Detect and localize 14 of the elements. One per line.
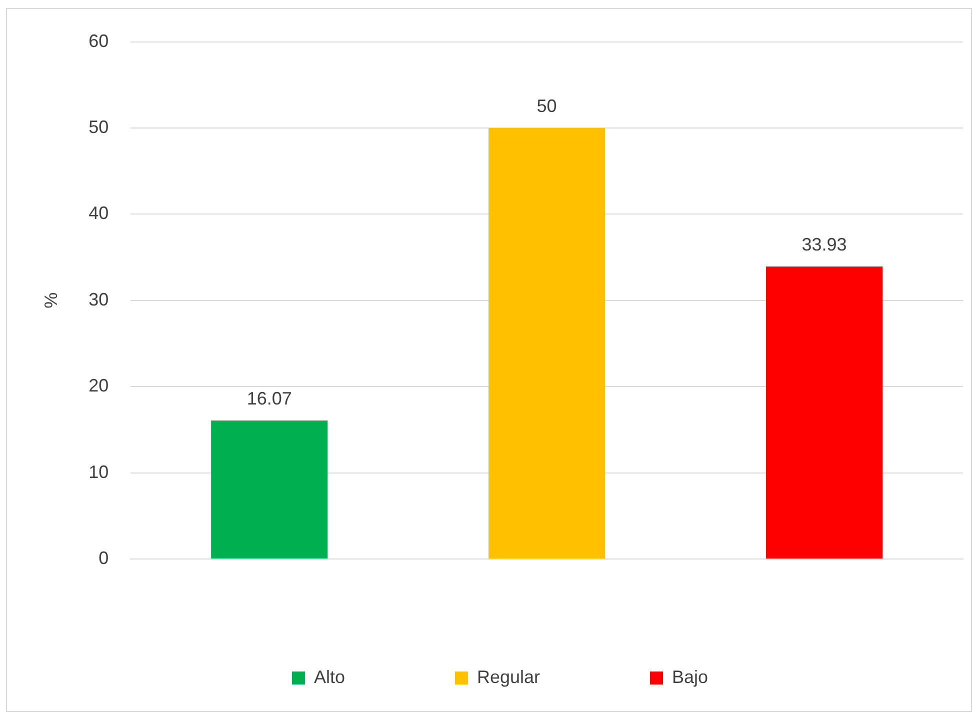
y-tick-label: 50	[88, 116, 109, 137]
legend-label: Bajo	[672, 666, 708, 687]
legend-label: Regular	[476, 666, 540, 687]
y-tick-label: 10	[88, 462, 109, 482]
y-axis-title: %	[40, 292, 61, 308]
y-tick-label: 60	[88, 30, 109, 51]
data-label: 16.07	[246, 388, 292, 408]
legend-label: Alto	[314, 666, 345, 687]
data-label: 33.93	[802, 234, 847, 254]
y-tick-label: 0	[98, 548, 109, 568]
y-tick-label: 40	[88, 203, 109, 224]
y-tick-label: 20	[88, 376, 109, 396]
y-tick-label: 30	[88, 289, 109, 310]
data-label: 50	[536, 96, 557, 116]
